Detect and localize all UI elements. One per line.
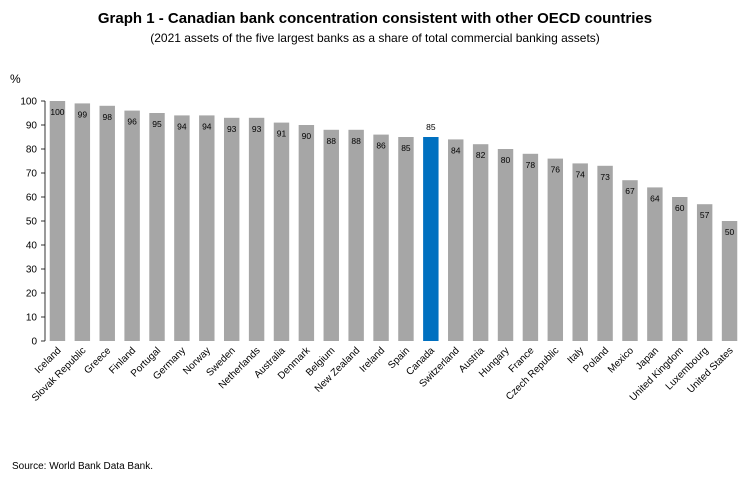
- bar-norway: [199, 115, 215, 342]
- bar-portugal: [149, 113, 165, 341]
- data-label: 88: [327, 136, 337, 146]
- data-label: 78: [526, 160, 536, 170]
- data-label: 90: [302, 131, 312, 141]
- bar-new-zealand: [348, 129, 364, 341]
- bar-iceland: [49, 101, 66, 341]
- bar-luxembourg: [696, 204, 713, 341]
- y-tick-label: 100: [20, 97, 37, 108]
- data-label: 98: [102, 112, 112, 122]
- y-tick-label: 30: [26, 265, 38, 276]
- chart-subtitle: (2021 assets of the five largest banks a…: [150, 31, 600, 45]
- data-label: 57: [700, 210, 710, 220]
- data-labels: 100 99 98 96 95 94 94 93 93 91 90 88 88 86 85 85 84 82 80 7…: [50, 107, 734, 237]
- bar-denmark: [298, 125, 315, 341]
- bar-united-kingdom: [672, 197, 688, 341]
- data-label: 86: [376, 141, 386, 151]
- bar-poland: [597, 165, 613, 341]
- data-label: 60: [675, 203, 685, 213]
- bar-slovak-republic: [74, 103, 91, 342]
- y-axis: 0 10 20 30 40 50 60 70 80 90 100: [20, 97, 46, 348]
- bar-austria: [472, 144, 489, 341]
- bar-spain: [398, 137, 414, 341]
- x-tick-label: Poland: [581, 345, 611, 375]
- y-tick-label: 10: [26, 313, 38, 324]
- data-label: 82: [476, 150, 486, 160]
- bar-finland: [124, 110, 140, 341]
- data-label: 76: [551, 165, 561, 175]
- bar-united-states: [721, 221, 738, 341]
- data-label: 99: [78, 109, 88, 119]
- chart-title: Graph 1 - Canadian bank concentration co…: [97, 10, 653, 27]
- bar-czech-republic: [547, 158, 564, 341]
- data-label: 95: [152, 119, 162, 129]
- data-label: 84: [451, 145, 461, 155]
- y-tick-label: 40: [26, 241, 38, 252]
- source-note: Source: World Bank Data Bank.: [12, 461, 153, 472]
- x-tick-label: Italy: [566, 345, 587, 366]
- data-label: 85: [426, 122, 436, 132]
- bar-belgium: [323, 129, 339, 341]
- bar-greece: [99, 105, 115, 341]
- data-label: 93: [227, 124, 237, 134]
- data-label: 74: [575, 169, 585, 179]
- y-tick-label: 80: [26, 145, 38, 156]
- data-label: 80: [501, 155, 511, 165]
- bar-hungary: [497, 149, 514, 341]
- bar-netherlands: [248, 117, 265, 341]
- data-label: 96: [127, 117, 137, 127]
- bar-australia: [273, 122, 290, 341]
- data-label: 50: [725, 227, 735, 237]
- bar-italy: [572, 163, 588, 341]
- data-label: 94: [202, 121, 212, 131]
- data-label: 64: [650, 193, 660, 203]
- bar-switzerland: [448, 139, 464, 341]
- data-label: 94: [177, 121, 187, 131]
- data-label: 88: [351, 136, 361, 146]
- bar-ireland: [373, 134, 389, 341]
- bar-canada: [423, 137, 439, 341]
- y-tick-label: 70: [26, 169, 38, 180]
- y-tick-label: 50: [26, 217, 38, 228]
- x-tick-label: Mexico: [606, 345, 636, 375]
- bar-japan: [647, 187, 663, 341]
- y-tick-label: 90: [26, 121, 38, 132]
- bars: [49, 101, 738, 342]
- y-tick-label: 60: [26, 193, 38, 204]
- bar-france: [522, 153, 539, 341]
- y-axis-label: %: [10, 72, 21, 86]
- y-tick-label: 20: [26, 289, 38, 300]
- bar-mexico: [622, 180, 638, 341]
- data-label: 93: [252, 124, 262, 134]
- bar-sweden: [223, 117, 240, 341]
- bar-germany: [174, 115, 190, 342]
- data-label: 85: [401, 143, 411, 153]
- y-tick-label: 0: [31, 337, 37, 348]
- data-label: 73: [600, 172, 610, 182]
- data-label: 67: [625, 186, 635, 196]
- data-label: 100: [50, 107, 64, 117]
- x-tick-label: Ireland: [358, 345, 387, 374]
- data-label: 91: [277, 129, 287, 139]
